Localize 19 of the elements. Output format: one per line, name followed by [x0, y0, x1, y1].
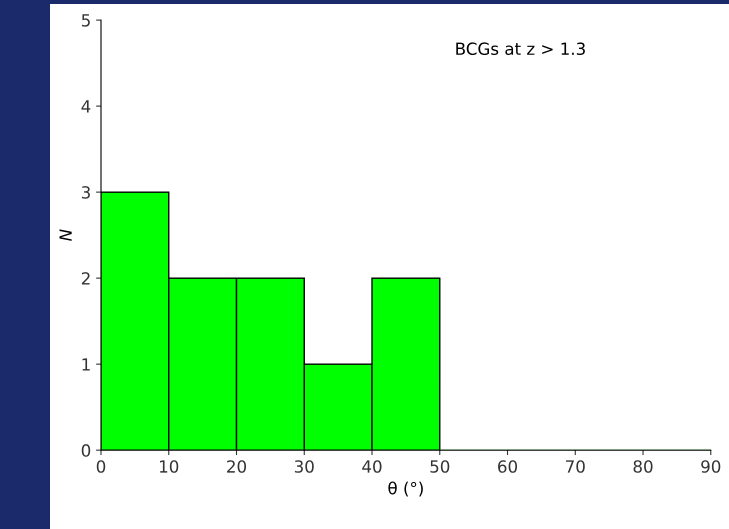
- y-tick-label: 4: [81, 100, 90, 112]
- x-tick-label: 40: [362, 460, 382, 473]
- x-tick-label: 80: [634, 460, 653, 473]
- annotation: BCGs at z > 1.3: [456, 42, 585, 56]
- y-tick-label: 0: [82, 444, 90, 457]
- x-tick-label: 70: [566, 460, 585, 473]
- y-axis-title: N: [60, 229, 72, 241]
- y-tick-label: 1: [82, 358, 90, 370]
- y-tick-label: 2: [82, 272, 90, 284]
- y-tick-label: 3: [82, 186, 90, 199]
- x-tick-label: 20: [227, 460, 246, 473]
- x-axis-title: θ (°): [388, 481, 423, 496]
- x-tick-label: 90: [701, 460, 720, 473]
- x-tick-label: 10: [160, 460, 178, 473]
- y-tick-label: 5: [82, 14, 90, 27]
- x-tick-label: 30: [294, 460, 314, 473]
- x-tick-label: 50: [430, 460, 450, 473]
- x-tick-label: 0: [96, 460, 106, 473]
- x-tick-label: 60: [498, 460, 518, 473]
